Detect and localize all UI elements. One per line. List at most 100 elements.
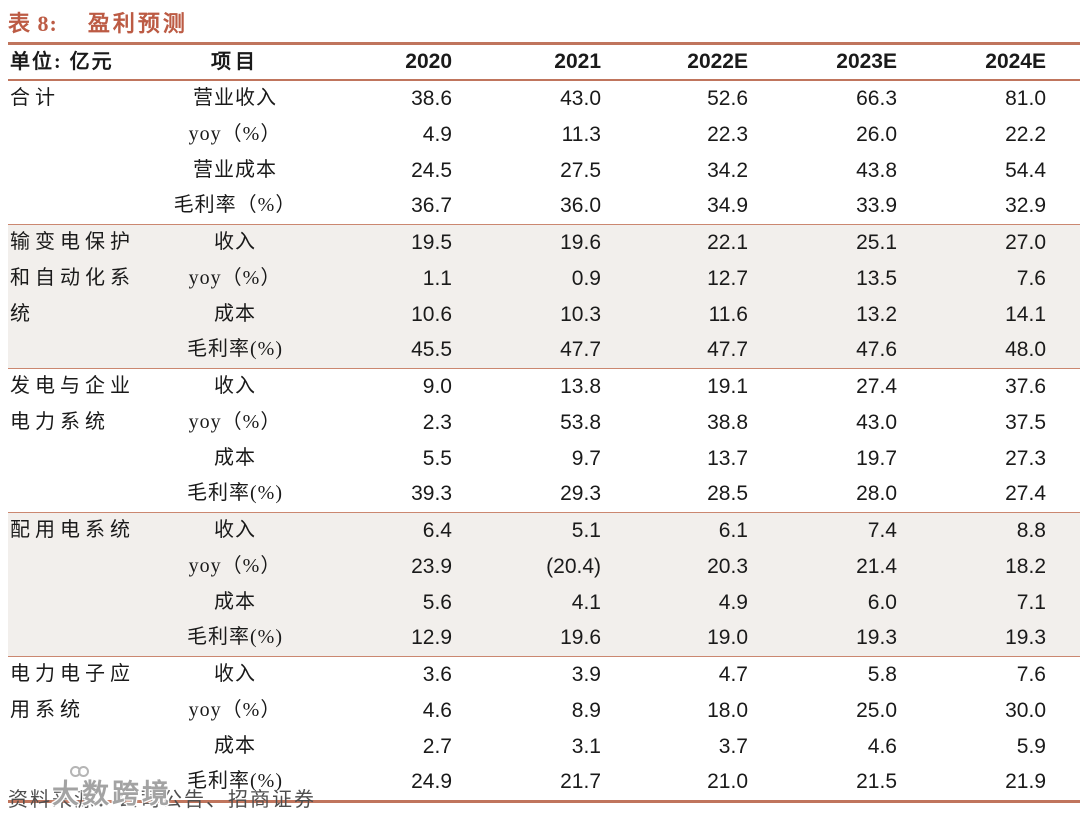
row-spacer: [1046, 188, 1080, 224]
value-cell: 53.8: [560, 410, 601, 434]
item-cell: yoy（%）: [188, 122, 282, 145]
value-cell: 3.1: [571, 734, 601, 758]
value-cell: 6.1: [718, 519, 748, 542]
category-cell: 电力电子应用系统: [10, 663, 135, 721]
value-cell: 47.7: [707, 338, 748, 362]
value-cell: 25.1: [856, 231, 897, 254]
category-cell: 配用电系统: [10, 519, 135, 541]
value-cell: 34.2: [707, 158, 748, 182]
row-spacer: [1046, 657, 1080, 693]
value-cell: 4.7: [718, 663, 748, 686]
item-cell: 收入: [214, 375, 256, 397]
value-cell: 54.4: [1005, 158, 1046, 182]
value-cell: 1.1: [422, 266, 452, 290]
value-cell: 3.9: [571, 663, 601, 686]
item-cell: 成本: [214, 590, 256, 613]
value-cell: 5.5: [422, 446, 452, 470]
table-row: 毛利率(%) 12.9 19.6 19.0 19.3 19.3: [160, 620, 1080, 656]
item-cell: 收入: [214, 663, 256, 685]
table-row: 成本 5.5 9.7 13.7 19.7 27.3: [160, 441, 1080, 477]
item-cell: 毛利率(%): [187, 626, 283, 649]
value-cell: 19.0: [707, 626, 748, 650]
value-cell: 43.8: [856, 158, 897, 182]
value-cell: 37.5: [1005, 410, 1046, 434]
value-cell: 19.3: [1005, 626, 1046, 650]
value-cell: 13.2: [856, 302, 897, 326]
table-row: yoy（%） 4.6 8.9 18.0 25.0 30.0: [160, 693, 1080, 729]
value-cell: 24.5: [411, 158, 452, 182]
value-cell: 36.7: [411, 194, 452, 218]
value-cell: 21.0: [707, 770, 748, 794]
value-cell: 14.1: [1005, 302, 1046, 326]
table-row: 收入 3.6 3.9 4.7 5.8 7.6: [160, 657, 1080, 693]
item-cell: 毛利率（%）: [173, 194, 297, 217]
value-cell: 22.3: [707, 122, 748, 146]
table-row: 营业成本 24.5 27.5 34.2 43.8 54.4: [160, 153, 1080, 189]
value-cell: (20.4): [546, 554, 601, 578]
value-cell: 37.6: [1005, 375, 1046, 398]
category-cell: 发电与企业电力系统: [10, 375, 135, 433]
category-cell: 合计: [10, 87, 60, 109]
section-rows: 收入 9.0 13.8 19.1 27.4 37.6 yoy（%） 2.3 53.8 38.8 43…: [160, 369, 1080, 512]
item-cell: yoy（%）: [188, 266, 282, 289]
value-cell: 28.5: [707, 482, 748, 506]
table-row: 毛利率（%） 36.7 36.0 34.9 33.9 32.9: [160, 188, 1080, 224]
value-cell: 12.9: [411, 626, 452, 650]
row-spacer: [1046, 476, 1080, 512]
row-spacer: [1046, 549, 1080, 585]
section-rows: 收入 3.6 3.9 4.7 5.8 7.6 yoy（%） 4.6 8.9 18.0 25.0 30.…: [160, 657, 1080, 800]
value-cell: 47.7: [560, 338, 601, 362]
value-cell: 30.0: [1005, 698, 1046, 722]
value-cell: 0.9: [571, 266, 601, 290]
item-cell: 收入: [214, 231, 256, 253]
row-spacer: [1046, 729, 1080, 765]
value-cell: 8.8: [1016, 519, 1046, 542]
table-row: yoy（%） 2.3 53.8 38.8 43.0 37.5: [160, 405, 1080, 441]
item-cell: 成本: [214, 446, 256, 469]
row-spacer: [1046, 297, 1080, 333]
table-row: 营业收入 38.6 43.0 52.6 66.3 81.0: [160, 81, 1080, 117]
value-cell: 3.7: [718, 734, 748, 758]
value-cell: 3.6: [422, 663, 452, 686]
value-cell: 81.0: [1005, 87, 1046, 110]
value-cell: 45.5: [411, 338, 452, 362]
value-cell: 27.3: [1005, 446, 1046, 470]
item-cell: 成本: [214, 734, 256, 757]
row-spacer: [1046, 332, 1080, 368]
value-cell: 27.0: [1005, 231, 1046, 254]
item-cell: 收入: [214, 519, 256, 541]
table-section: 配用电系统 收入 6.4 5.1 6.1 7.4 8.8 yoy（%） 23.9 (20.4) 20…: [8, 512, 1080, 656]
value-cell: 21.9: [1005, 770, 1046, 794]
table-row: yoy（%） 1.1 0.9 12.7 13.5 7.6: [160, 261, 1080, 297]
value-cell: 11.3: [561, 122, 601, 146]
value-cell: 5.1: [571, 519, 601, 542]
forecast-table: 单位: 亿元 项目 2020 2021 2022E 2023E 2024E 合计…: [8, 42, 1080, 803]
value-cell: 27.5: [560, 158, 601, 182]
value-cell: 7.4: [867, 519, 897, 542]
table-section: 输变电保护和自动化系统 收入 19.5 19.6 22.1 25.1 27.0 yoy（%） 1…: [8, 224, 1080, 368]
item-cell: 毛利率(%): [187, 482, 283, 505]
value-cell: 2.7: [422, 734, 452, 758]
table-body: 合计 营业收入 38.6 43.0 52.6 66.3 81.0 yoy（%） 4.9 11.3 2…: [8, 81, 1080, 803]
value-cell: 20.3: [707, 554, 748, 578]
table-title-text: 盈利预测: [87, 11, 188, 36]
row-spacer: [1046, 620, 1080, 656]
table-row: yoy（%） 4.9 11.3 22.3 26.0 22.2: [160, 117, 1080, 153]
item-cell: 营业收入: [193, 87, 277, 109]
row-spacer: [1046, 693, 1080, 729]
value-cell: 9.7: [571, 446, 601, 470]
table-row: yoy（%） 23.9 (20.4) 20.3 21.4 18.2: [160, 549, 1080, 585]
row-spacer: [1046, 261, 1080, 297]
value-cell: 5.6: [422, 590, 452, 614]
value-cell: 4.6: [422, 698, 452, 722]
row-spacer: [1046, 225, 1080, 261]
value-cell: 21.5: [856, 770, 897, 794]
value-cell: 4.6: [867, 734, 897, 758]
value-cell: 6.0: [867, 590, 897, 614]
value-cell: 5.8: [867, 663, 897, 686]
value-cell: 4.1: [571, 590, 601, 614]
value-cell: 10.3: [560, 302, 601, 326]
row-spacer: [1046, 585, 1080, 621]
value-cell: 43.0: [856, 410, 897, 434]
